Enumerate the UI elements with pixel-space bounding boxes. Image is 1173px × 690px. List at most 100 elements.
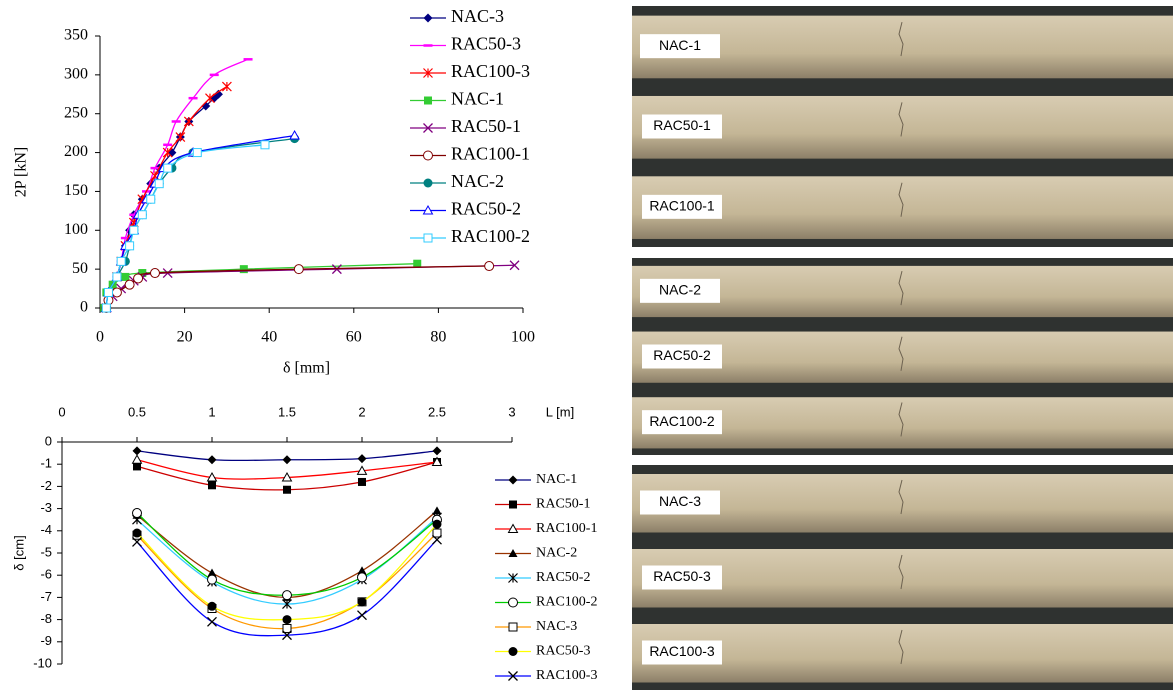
legend-label: RAC50-3: [536, 644, 590, 659]
marker: [133, 273, 144, 284]
marker: [132, 528, 142, 538]
photo-label-box: [642, 565, 722, 590]
marker: [293, 264, 304, 275]
marker: [162, 147, 173, 158]
photo-label-box: [642, 410, 722, 435]
x-tick-label: 0: [96, 329, 104, 346]
marker: [282, 615, 292, 625]
marker: [432, 528, 442, 538]
y-tick-label: 300: [64, 66, 88, 83]
marker: [282, 455, 292, 465]
marker: [103, 287, 113, 297]
marker: [356, 465, 368, 475]
y-tick-label: -10: [33, 655, 52, 670]
y-tick-label: 100: [64, 221, 88, 238]
crack: [898, 271, 904, 306]
marker: [357, 566, 367, 575]
photo-label: RAC100-2: [649, 413, 715, 429]
marker: [132, 508, 142, 519]
x-axis-label: L [m]: [546, 404, 574, 419]
marker: [205, 93, 215, 104]
legend-label: RAC100-3: [536, 668, 597, 683]
marker: [282, 630, 292, 641]
marker: [146, 194, 156, 204]
y-tick-label: 200: [64, 143, 88, 160]
y-axis-label: δ [cm]: [11, 535, 26, 570]
photo-label-box: [642, 114, 722, 139]
y-tick-label: -9: [40, 633, 52, 648]
photo-label: NAC-1: [659, 37, 701, 53]
y-tick-label: -6: [40, 567, 52, 582]
y-tick-label: -4: [40, 522, 52, 537]
photo-label: RAC50-2: [653, 347, 711, 363]
legend-label: RAC100-3: [451, 61, 530, 81]
marker: [281, 472, 293, 482]
x-tick-label: 1: [208, 404, 215, 419]
marker: [508, 671, 518, 681]
crack: [898, 102, 904, 137]
x-tick-label: 2: [358, 404, 365, 419]
photo-label-box: [642, 640, 722, 665]
marker: [208, 481, 216, 490]
marker: [282, 623, 292, 633]
legend-label: NAC-1: [451, 89, 504, 109]
marker: [111, 287, 122, 298]
marker: [207, 616, 217, 627]
marker: [357, 610, 367, 621]
marker: [331, 264, 342, 275]
marker: [508, 549, 518, 557]
marker: [121, 272, 130, 281]
marker: [508, 622, 518, 632]
crack: [898, 336, 904, 371]
photo-label: NAC-2: [659, 282, 701, 298]
x-tick-label: 60: [346, 329, 362, 346]
marker: [508, 475, 518, 485]
photo-label-box: [642, 194, 722, 219]
legend-label: NAC-2: [536, 546, 577, 561]
marker: [149, 268, 160, 279]
marker: [207, 568, 217, 577]
marker: [432, 519, 442, 529]
marker: [423, 68, 433, 78]
legend-label: RAC100-1: [536, 521, 597, 536]
y-tick-label: 250: [64, 104, 88, 121]
marker: [432, 446, 442, 456]
y-tick-label: 150: [64, 182, 88, 199]
marker: [431, 456, 443, 466]
legend-label: RAC50-2: [536, 570, 590, 585]
legend-label: NAC-2: [451, 171, 504, 191]
marker: [133, 462, 141, 471]
marker: [154, 179, 164, 189]
marker: [112, 272, 122, 282]
photo-label: RAC100-1: [649, 198, 715, 214]
crack: [898, 629, 904, 665]
marker: [207, 574, 217, 585]
y-axis-label: 2P [kN]: [13, 147, 30, 198]
x-tick-label: 20: [177, 329, 193, 346]
marker: [132, 446, 142, 456]
legend-label: NAC-1: [536, 472, 577, 487]
marker: [283, 485, 291, 494]
y-tick-label: -8: [40, 611, 52, 626]
y-tick-label: -2: [40, 478, 52, 493]
x-tick-label: 3: [508, 404, 515, 419]
marker: [358, 477, 366, 486]
marker: [213, 89, 223, 99]
marker: [422, 204, 434, 215]
marker: [508, 647, 518, 656]
y-tick-label: 0: [45, 433, 52, 448]
marker: [423, 13, 433, 23]
y-tick-label: 50: [72, 260, 88, 277]
marker: [509, 500, 517, 509]
legend-label: RAC100-2: [451, 226, 530, 246]
marker: [424, 96, 432, 105]
marker: [423, 123, 433, 133]
y-tick-label: -5: [40, 544, 52, 559]
marker: [207, 601, 217, 611]
marker: [357, 454, 367, 464]
marker: [507, 523, 519, 533]
marker: [282, 590, 292, 601]
marker: [239, 265, 248, 274]
